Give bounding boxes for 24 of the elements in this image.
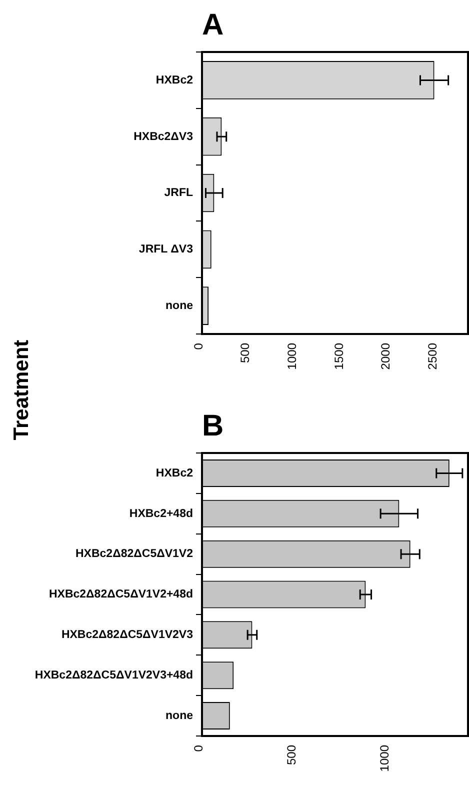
x-tick-label: 1500 — [332, 342, 346, 370]
y-tick-label: HXBc2+48d — [129, 508, 193, 520]
chart-title: B — [202, 409, 224, 442]
y-tick-label: JRFL — [164, 187, 193, 200]
y-tick-label: HXBc2Δ82ΔC5ΔV1V2+48d — [48, 588, 193, 601]
y-tick-label: HXBc2Δ82ΔC5ΔV1V2V3+48d — [34, 670, 193, 682]
y-tick-label: HXBc2Δ82ΔC5ΔV1V2V3 — [61, 629, 193, 642]
x-tick-label: 0 — [191, 342, 206, 350]
y-tick-label: HXBc2 — [156, 467, 193, 480]
x-tick-label: 500 — [284, 744, 298, 766]
y-tick-label: none — [166, 300, 193, 312]
y-tick-label: HXBc2Δ82ΔC5ΔV1V2 — [76, 548, 193, 560]
x-tick-label: 500 — [238, 342, 252, 364]
y-tick-label: HXBc2ΔV3 — [134, 130, 193, 143]
x-tick-label: 1000 — [284, 342, 299, 370]
x-tick-label: 2500 — [425, 342, 440, 370]
x-tick-label: 1000 — [377, 744, 392, 772]
y-tick-label: HXBc2 — [156, 74, 193, 86]
chart-title: A — [202, 8, 224, 42]
x-tick-label: 0 — [191, 744, 206, 752]
y-tick-label: JRFL ΔV3 — [138, 244, 193, 256]
x-tick-label: 2000 — [378, 342, 393, 370]
y-axis-title: Treatment — [10, 340, 34, 440]
y-tick-label: none — [166, 710, 193, 722]
